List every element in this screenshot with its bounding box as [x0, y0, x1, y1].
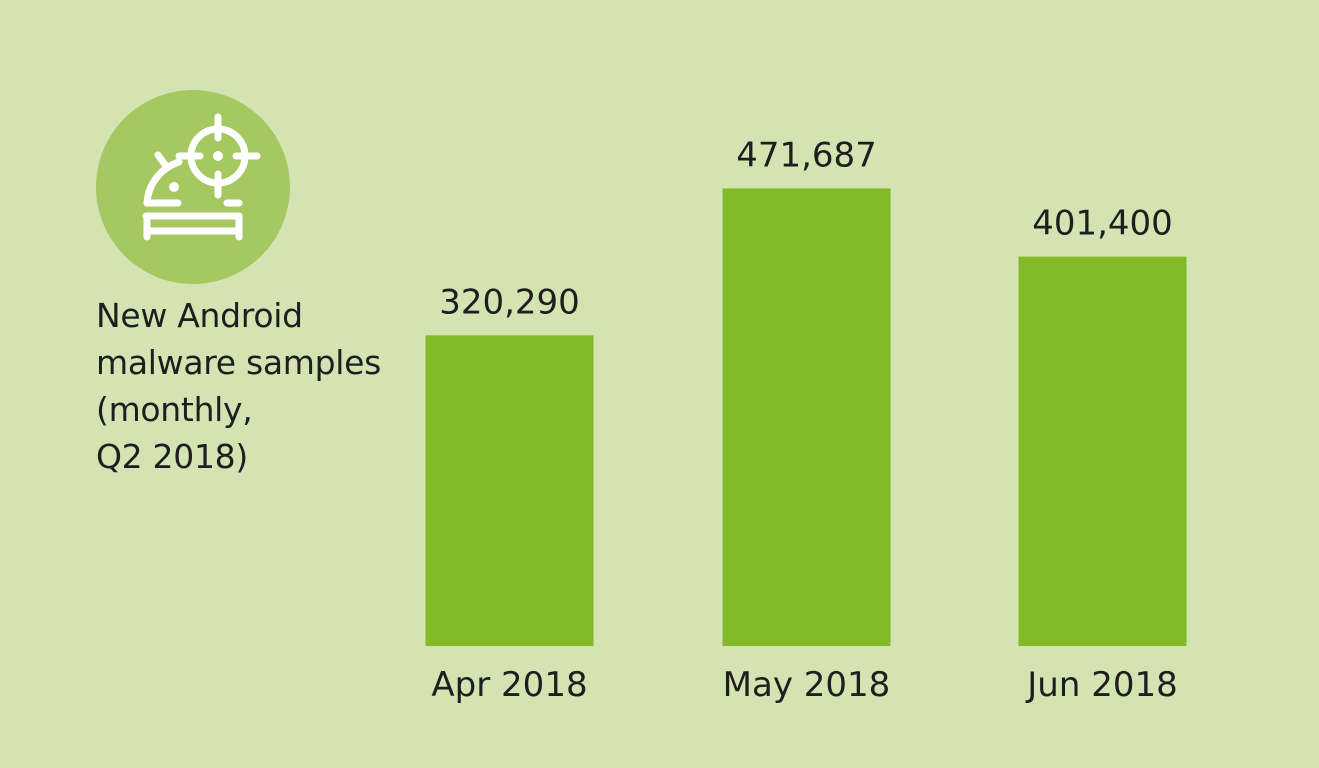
crosshair-icon [175, 113, 261, 199]
chart-title-line: Q2 2018) [96, 437, 248, 476]
android-robot-icon [142, 151, 243, 241]
x-tick-label: May 2018 [723, 665, 891, 705]
data-label: 320,290 [439, 282, 580, 322]
android-target-icon [96, 90, 290, 284]
chart-title: New Android malware samples (monthly, Q2… [96, 292, 396, 480]
x-tick-label: Apr 2018 [431, 665, 587, 705]
x-tick-label: Jun 2018 [1025, 665, 1177, 705]
robot-eye-icon [169, 182, 179, 192]
data-label: 471,687 [736, 135, 877, 175]
chart-title-line: New Android [96, 296, 303, 335]
bar-apr-2018 [425, 335, 594, 646]
bar-may-2018 [722, 188, 891, 646]
chart-title-line: malware samples [96, 343, 382, 382]
chart-title-line: (monthly, [96, 390, 253, 429]
bar-jun-2018 [1018, 256, 1187, 646]
crosshair-center-icon [213, 151, 223, 161]
data-label: 401,400 [1032, 204, 1173, 244]
